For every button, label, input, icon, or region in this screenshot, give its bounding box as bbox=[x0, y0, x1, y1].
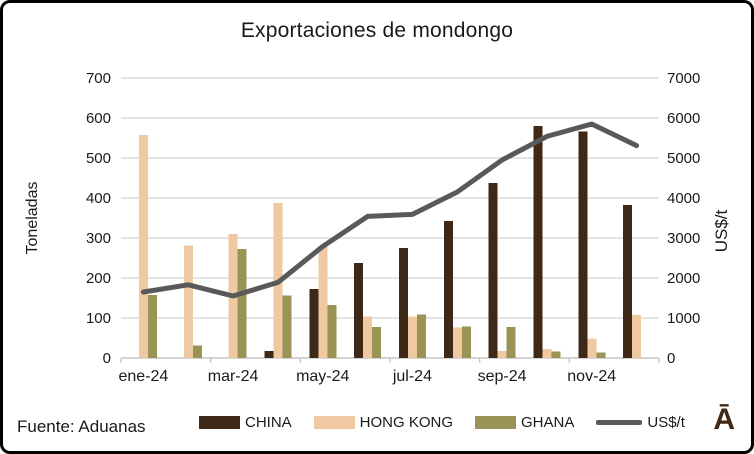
left-axis-title: Toneladas bbox=[24, 182, 41, 255]
bar-hong-kong-may-24 bbox=[318, 246, 328, 358]
source-note: Fuente: Aduanas bbox=[17, 417, 146, 436]
y-tick-label-right: 5000 bbox=[667, 150, 700, 167]
legend-line-swatch bbox=[596, 419, 643, 425]
legend-color-swatch bbox=[199, 415, 240, 429]
y-tick-label-left: 500 bbox=[86, 150, 111, 167]
bar-hong-kong-dic-24 bbox=[632, 314, 642, 358]
y-tick-label-left: 100 bbox=[86, 310, 111, 327]
bar-china-jul-24 bbox=[398, 248, 408, 358]
x-tick-label: sep-24 bbox=[478, 368, 527, 385]
right-axis-title: US$/t bbox=[712, 209, 731, 252]
bar-china-abr-24 bbox=[264, 350, 274, 358]
bar-ghana-abr-24 bbox=[282, 295, 292, 358]
chart-title: Exportaciones de mondongo bbox=[240, 19, 514, 42]
y-tick-label-left: 0 bbox=[103, 350, 111, 367]
bar-hong-kong-ene-24 bbox=[138, 135, 148, 358]
bar-ghana-sep-24 bbox=[506, 326, 516, 358]
y-tick-label-left: 300 bbox=[86, 230, 111, 247]
y-tick-label-left: 200 bbox=[86, 270, 111, 287]
x-tick-label: ene-24 bbox=[119, 368, 169, 385]
x-tick-label: may-24 bbox=[296, 368, 349, 385]
legend-label: US$/t bbox=[647, 413, 685, 431]
legend-item-ghana: GHANA bbox=[475, 414, 574, 431]
bar-china-oct-24 bbox=[533, 126, 543, 358]
y-tick-label-right: 0 bbox=[667, 350, 675, 367]
bar-china-may-24 bbox=[309, 288, 319, 358]
legend-item-us$/t: US$/t bbox=[596, 414, 685, 431]
legend-item-hong-kong: HONG KONG bbox=[313, 413, 454, 431]
bar-hong-kong-nov-24 bbox=[587, 338, 597, 358]
bar-china-ago-24 bbox=[443, 220, 453, 358]
bar-ghana-ene-24 bbox=[147, 294, 157, 358]
bar-ghana-feb-24 bbox=[192, 345, 202, 358]
y-tick-label-left: 600 bbox=[86, 110, 111, 127]
x-tick-label: mar-24 bbox=[208, 368, 259, 385]
legend: CHINA HONG KONG GHANA US$/t bbox=[199, 409, 685, 435]
bar-ghana-jul-24 bbox=[416, 314, 426, 358]
y-tick-label-right: 2000 bbox=[667, 270, 700, 287]
bar-hong-kong-sep-24 bbox=[497, 350, 507, 358]
bar-hong-kong-feb-24 bbox=[183, 245, 193, 358]
bar-china-jun-24 bbox=[354, 262, 364, 358]
bar-ghana-nov-24 bbox=[596, 352, 606, 358]
x-tick-label: jul-24 bbox=[392, 368, 432, 385]
bar-ghana-jun-24 bbox=[372, 326, 382, 358]
bar-hong-kong-oct-24 bbox=[542, 348, 552, 358]
brand-logo: Ā bbox=[713, 403, 735, 436]
bar-ghana-mar-24 bbox=[237, 249, 247, 358]
bar-hong-kong-ago-24 bbox=[452, 327, 462, 358]
chart-canvas: 0100200300400500600700010002000300040005… bbox=[24, 70, 731, 385]
legend-color-swatch bbox=[313, 415, 355, 429]
bar-china-dic-24 bbox=[623, 205, 633, 358]
y-tick-label-left: 700 bbox=[86, 70, 111, 87]
y-tick-label-right: 1000 bbox=[667, 310, 700, 327]
y-tick-label-right: 6000 bbox=[667, 110, 700, 127]
legend-label: GHANA bbox=[521, 413, 575, 431]
y-tick-label-right: 3000 bbox=[667, 230, 700, 247]
legend-color-swatch bbox=[475, 415, 517, 429]
x-tick-label: nov-24 bbox=[567, 368, 616, 385]
legend-label: CHINA bbox=[245, 413, 292, 431]
y-tick-label-right: 7000 bbox=[667, 70, 700, 87]
price-line bbox=[140, 121, 640, 299]
bar-china-nov-24 bbox=[578, 131, 588, 358]
bar-ghana-oct-24 bbox=[551, 351, 561, 358]
y-tick-label-left: 400 bbox=[86, 190, 111, 207]
bar-hong-kong-jul-24 bbox=[407, 316, 417, 358]
bar-china-sep-24 bbox=[488, 182, 498, 358]
y-tick-label-right: 4000 bbox=[667, 190, 700, 207]
bar-ghana-ago-24 bbox=[461, 326, 471, 358]
bar-hong-kong-jun-24 bbox=[363, 316, 373, 358]
legend-item-china: CHINA bbox=[199, 414, 292, 431]
bar-ghana-may-24 bbox=[327, 304, 337, 358]
legend-label: HONG KONG bbox=[359, 413, 454, 431]
